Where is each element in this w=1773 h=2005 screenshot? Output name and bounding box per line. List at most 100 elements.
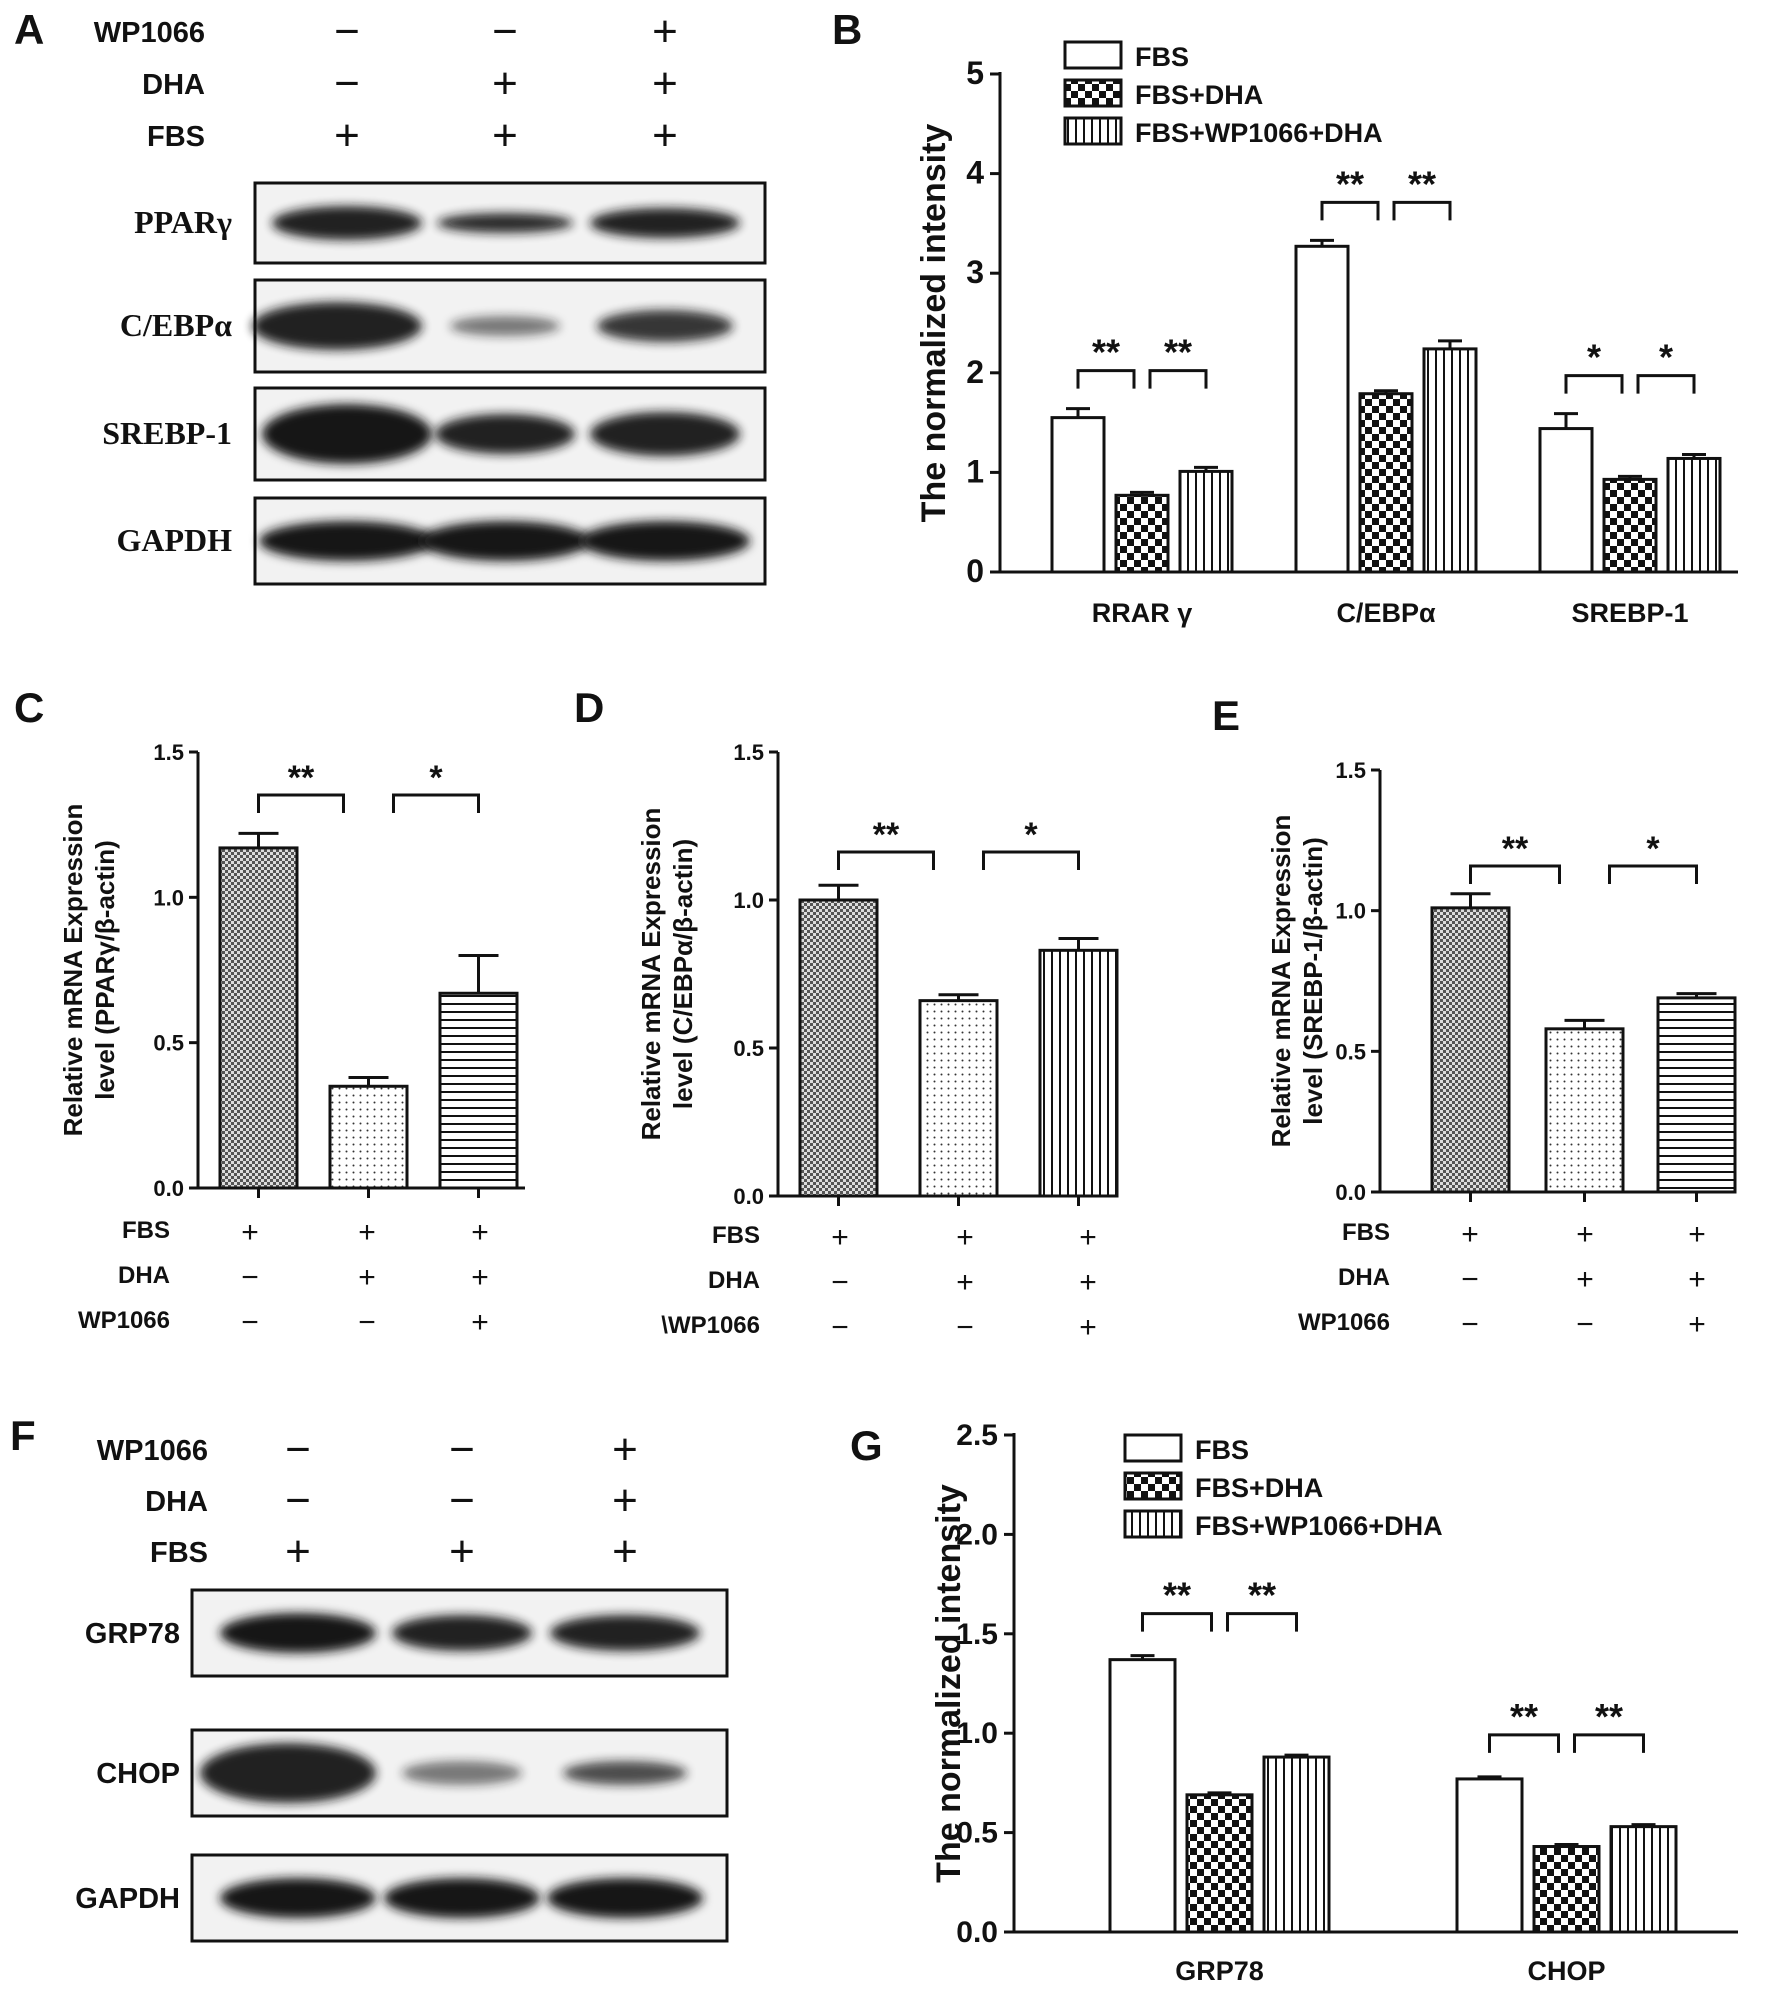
condition-sign: + xyxy=(1688,1308,1706,1341)
bar xyxy=(918,999,999,1198)
bar xyxy=(1262,1755,1331,1934)
significance-bracket xyxy=(1148,369,1208,389)
condition-sign: − xyxy=(334,59,360,108)
condition-sign: + xyxy=(652,111,678,160)
y-tick-label: 0.0 xyxy=(733,1184,764,1209)
condition-sign: + xyxy=(1576,1218,1594,1251)
legend-swatch xyxy=(1123,1471,1183,1501)
significance-mark: ** xyxy=(1164,332,1192,373)
y-axis-title: Relative mRNA Expression xyxy=(636,808,666,1141)
legend-label: FBS+WP1066+DHA xyxy=(1135,118,1383,148)
condition-sign: − xyxy=(449,1425,475,1474)
y-axis-title: level (SREBP-1/β-actin) xyxy=(1298,837,1328,1125)
y-tick-label: 0.0 xyxy=(153,1176,184,1201)
condition-sign: + xyxy=(471,1306,489,1339)
band-label: GAPDH xyxy=(116,522,232,558)
protein-band xyxy=(384,1878,540,1918)
protein-band xyxy=(590,208,740,238)
condition-label: FBS xyxy=(712,1222,760,1249)
protein-band xyxy=(450,316,560,336)
condition-label: WP1066 xyxy=(1298,1309,1390,1336)
legend-swatch xyxy=(1123,1509,1183,1539)
significance-bracket xyxy=(982,850,1080,870)
y-tick-label: 2 xyxy=(966,354,984,390)
bar xyxy=(1358,392,1414,574)
significance-mark: ** xyxy=(1502,830,1529,868)
condition-sign: + xyxy=(471,1216,489,1249)
panel-label-f: F xyxy=(10,1412,36,1459)
bar xyxy=(1455,1777,1524,1934)
band-label: GRP78 xyxy=(85,1618,180,1650)
significance-bracket xyxy=(1488,1733,1560,1753)
y-axis-title: level (PPARγ/β-actin) xyxy=(90,840,120,1100)
protein-band xyxy=(392,1615,532,1651)
condition-label: FBS xyxy=(150,1537,208,1569)
protein-band xyxy=(580,521,750,561)
y-tick-label: 0.5 xyxy=(956,1817,998,1850)
significance-mark: ** xyxy=(1092,332,1120,373)
condition-sign: + xyxy=(449,1527,475,1576)
condition-sign: + xyxy=(652,59,678,108)
bar xyxy=(438,991,519,1190)
condition-sign: − xyxy=(285,1425,311,1474)
condition-sign: + xyxy=(285,1527,311,1576)
condition-sign: + xyxy=(1079,1311,1097,1344)
protein-band xyxy=(259,521,435,561)
y-tick-label: 1.5 xyxy=(956,1618,998,1651)
condition-sign: + xyxy=(612,1425,638,1474)
panel-label-g: G xyxy=(850,1422,883,1469)
condition-label: FBS xyxy=(122,1217,170,1244)
bar xyxy=(1050,416,1106,574)
y-tick-label: 4 xyxy=(966,155,984,191)
condition-label: FBS xyxy=(1342,1219,1390,1246)
condition-sign: − xyxy=(241,1306,259,1339)
significance-bracket xyxy=(1573,1733,1645,1753)
protein-band xyxy=(220,1613,376,1653)
y-tick-label: 5 xyxy=(966,55,984,91)
condition-label: WP1066 xyxy=(94,17,205,49)
x-category-label: GRP78 xyxy=(1175,1956,1264,1986)
bar xyxy=(798,898,879,1198)
legend-label: FBS+DHA xyxy=(1195,1473,1323,1503)
bar xyxy=(1602,477,1658,574)
significance-bracket xyxy=(1320,200,1380,221)
y-tick-label: 0.5 xyxy=(733,1036,764,1061)
condition-sign: + xyxy=(492,59,518,108)
chart-c: 0.0 0.5 1.0 1.5 Relative mRNA Expression leve… xyxy=(58,740,525,1339)
y-tick-label: 0.5 xyxy=(153,1031,184,1056)
bar xyxy=(1544,1027,1625,1194)
significance-mark: ** xyxy=(288,759,315,797)
bar xyxy=(1609,1825,1678,1934)
protein-band xyxy=(220,1878,376,1918)
y-axis-title: Relative mRNA Expression xyxy=(58,804,88,1137)
condition-sign: + xyxy=(612,1527,638,1576)
significance-bracket xyxy=(1564,374,1624,394)
protein-band xyxy=(435,414,575,454)
protein-band xyxy=(547,1878,703,1918)
condition-sign: + xyxy=(358,1261,376,1294)
legend-swatch xyxy=(1063,116,1123,146)
western-blot-a: WP1066− − +DHA − + +FBS + + +PPARγC/EBPαSREBP-1G… xyxy=(94,7,767,586)
condition-sign: − xyxy=(1461,1308,1479,1341)
bar xyxy=(1178,469,1234,574)
condition-sign: + xyxy=(1461,1218,1479,1251)
condition-sign: + xyxy=(956,1266,974,1299)
y-tick-label: 2.0 xyxy=(956,1518,998,1551)
y-tick-label: 1.5 xyxy=(1335,758,1366,783)
x-category-label: RRAR γ xyxy=(1092,598,1193,628)
protein-band xyxy=(550,1615,700,1651)
condition-sign: − xyxy=(492,7,518,56)
bar xyxy=(1532,1845,1601,1934)
condition-label: DHA xyxy=(1338,1264,1390,1291)
condition-sign: − xyxy=(334,7,360,56)
condition-sign: − xyxy=(956,1311,974,1344)
condition-sign: − xyxy=(1461,1263,1479,1296)
significance-bracket xyxy=(392,793,480,813)
legend-swatch xyxy=(1063,40,1123,70)
condition-sign: + xyxy=(612,1476,638,1525)
legend-label: FBS xyxy=(1195,1435,1249,1465)
y-tick-label: 3 xyxy=(966,254,984,290)
condition-label: DHA xyxy=(142,69,205,101)
